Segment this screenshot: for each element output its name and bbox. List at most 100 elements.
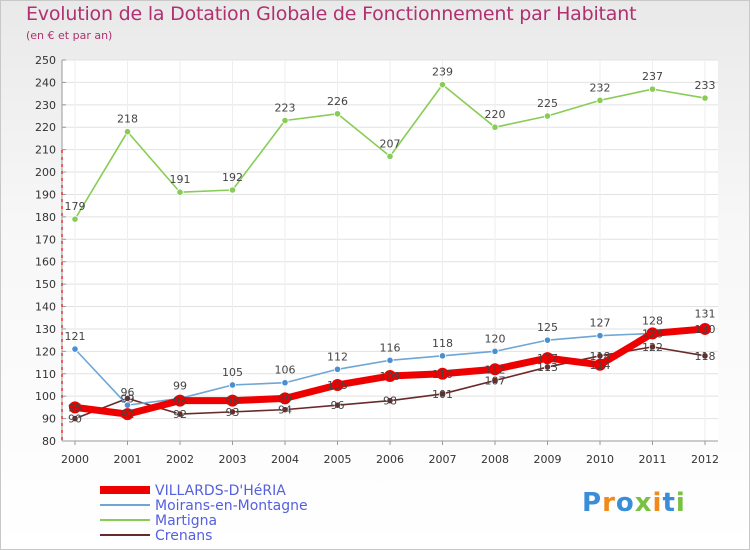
data-point [384,370,396,383]
data-point [228,408,237,416]
data-point [71,414,79,423]
data-point [281,116,289,125]
x-tick-label: 2008 [481,453,509,466]
data-point [333,110,342,118]
data-point [281,379,289,387]
data-label: 98 [383,395,397,408]
y-tick-label: 110 [35,368,56,381]
data-point [701,94,709,102]
data-point [646,327,659,340]
logo-letter: o [615,488,635,518]
data-label: 116 [380,341,401,354]
data-label: 93 [226,406,240,419]
x-tick-label: 2011 [639,453,667,466]
y-tick-label: 150 [35,278,56,291]
y-tick-label: 130 [35,323,56,336]
data-label: 131 [695,308,716,321]
data-point [596,96,604,104]
logo-letter: t [662,488,676,518]
data-label: 92 [173,408,187,421]
y-tick-label: 170 [35,233,56,246]
data-label: 118 [695,350,716,363]
x-tick-label: 2003 [219,453,247,466]
data-point [176,188,184,196]
data-label: 98 [173,395,187,408]
data-point [699,322,711,335]
data-point [386,397,394,405]
logo-letter: r [602,488,616,518]
data-point [386,356,394,364]
data-point [596,332,604,340]
legend-label: Martigna [155,513,217,529]
data-point [594,358,606,371]
legend-label: Crenans [155,528,212,544]
data-point [176,410,184,418]
data-point [541,352,554,365]
data-point [648,85,657,93]
data-point [333,365,342,373]
data-label: 223 [275,102,296,115]
data-point [438,390,447,398]
data-point [436,367,449,380]
y-tick-label: 190 [35,188,56,201]
data-label: 207 [380,137,401,150]
data-label: 105 [327,379,348,392]
y-tick-label: 100 [35,390,56,403]
data-label: 99 [278,392,292,405]
data-point [438,352,447,360]
legend-label: Moirans-en-Montagne [155,498,308,514]
data-label: 179 [65,200,86,213]
data-point [228,381,237,389]
data-label: 110 [432,368,453,381]
data-label: 191 [170,173,191,186]
data-point [491,347,499,355]
data-point [331,378,344,391]
data-label: 112 [327,350,348,363]
legend-label: VILLARDS-D'HéRIA [155,483,286,499]
data-label: 109 [380,370,401,383]
x-tick-label: 2007 [429,453,457,466]
y-tick-label: 230 [35,99,56,112]
data-point [438,81,447,89]
data-label: 220 [485,108,506,121]
data-label: 101 [432,388,453,401]
data-point [228,186,237,194]
logo-letter: P [582,488,603,518]
data-label: 106 [275,364,296,377]
data-label: 218 [117,113,138,126]
x-tick-label: 2000 [61,453,89,466]
data-point [174,394,186,407]
data-label: 95 [68,401,82,414]
chart-subtitle: (en € et par an) [26,29,113,42]
x-tick-label: 2005 [324,453,352,466]
data-label: 237 [642,70,663,83]
data-label: 92 [121,408,135,421]
data-label: 122 [642,341,663,354]
data-label: 128 [642,314,663,327]
data-label: 120 [485,332,506,345]
data-point [279,392,291,405]
y-tick-label: 240 [35,76,56,89]
data-label: 118 [432,337,453,350]
proxiti-logo: Proxiti [582,488,686,518]
data-label: 232 [590,81,611,94]
data-label: 107 [485,374,506,387]
data-label: 105 [222,366,243,379]
data-label: 127 [590,317,611,330]
y-tick-label: 80 [42,435,56,448]
data-point [491,376,499,385]
data-label: 121 [65,330,86,343]
data-point [71,215,79,223]
data-label: 99 [121,392,135,405]
x-tick-label: 2012 [691,453,719,466]
data-label: 94 [278,404,292,417]
x-tick-label: 2001 [114,453,142,466]
data-point [701,352,709,360]
data-point [543,112,552,120]
data-point [281,406,289,414]
y-tick-label: 250 [35,54,56,67]
data-point [491,123,499,131]
x-tick-label: 2010 [586,453,614,466]
data-label: 114 [590,359,611,372]
x-tick-label: 2004 [271,453,299,466]
